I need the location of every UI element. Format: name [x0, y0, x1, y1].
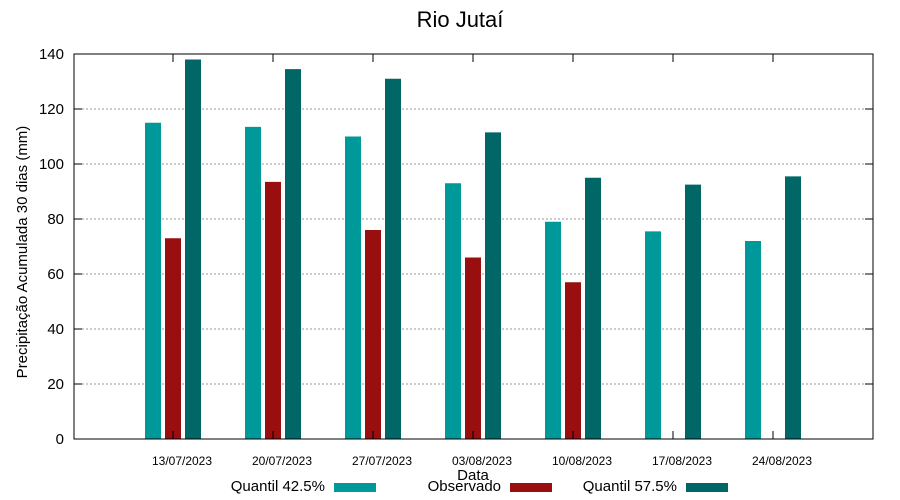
legend-swatch — [510, 483, 552, 492]
bar — [785, 176, 801, 439]
x-tick-label: 03/08/2023 — [452, 454, 512, 468]
legend-swatch — [686, 483, 728, 492]
y-tick-label: 40 — [47, 321, 64, 338]
x-tick-label: 27/07/2023 — [352, 454, 412, 468]
bar — [385, 78, 401, 439]
legend-label: Quantil 57.5% — [583, 478, 677, 495]
legend-swatch — [334, 483, 376, 492]
y-tick-label: 60 — [47, 266, 64, 283]
bar — [365, 230, 381, 439]
legend-label: Observado — [428, 478, 501, 495]
y-axis-label: Precipitação Acumulada 30 dias (mm) — [14, 126, 31, 379]
y-tick-label: 120 — [39, 101, 64, 118]
bar — [545, 221, 561, 439]
x-tick-label: 17/08/2023 — [652, 454, 712, 468]
bar — [585, 177, 601, 439]
bar — [465, 257, 481, 439]
bar — [485, 132, 501, 439]
bar — [145, 122, 161, 439]
bar — [265, 181, 281, 439]
bars — [145, 59, 801, 439]
y-tick-label: 140 — [39, 46, 64, 63]
y-tick-label: 0 — [56, 431, 64, 448]
bar — [565, 282, 581, 439]
x-axis-label: Data — [457, 467, 489, 484]
bar — [685, 184, 701, 439]
bar — [445, 183, 461, 439]
chart-title: Rio Jutaí — [417, 7, 504, 32]
x-tick-label: 24/08/2023 — [752, 454, 812, 468]
bar — [645, 231, 661, 439]
y-tick-label: 100 — [39, 156, 64, 173]
bar — [285, 69, 301, 439]
y-tick-label: 80 — [47, 211, 64, 228]
bar — [345, 136, 361, 439]
bar — [185, 59, 201, 439]
x-tick-label: 10/08/2023 — [552, 454, 612, 468]
bar — [165, 238, 181, 439]
legend-label: Quantil 42.5% — [231, 478, 325, 495]
legend: Quantil 42.5% Observado Quantil 57.5% — [231, 478, 728, 495]
y-axis-ticks: 0 20 40 60 80 100 120 140 — [39, 46, 873, 448]
bar — [745, 241, 761, 439]
y-tick-label: 20 — [47, 376, 64, 393]
gridlines — [74, 108, 873, 385]
x-tick-label: 13/07/2023 — [152, 454, 212, 468]
x-axis-ticks: 13/07/2023 20/07/2023 27/07/2023 03/08/2023… — [152, 54, 812, 468]
bar — [245, 126, 261, 439]
x-tick-label: 20/07/2023 — [252, 454, 312, 468]
